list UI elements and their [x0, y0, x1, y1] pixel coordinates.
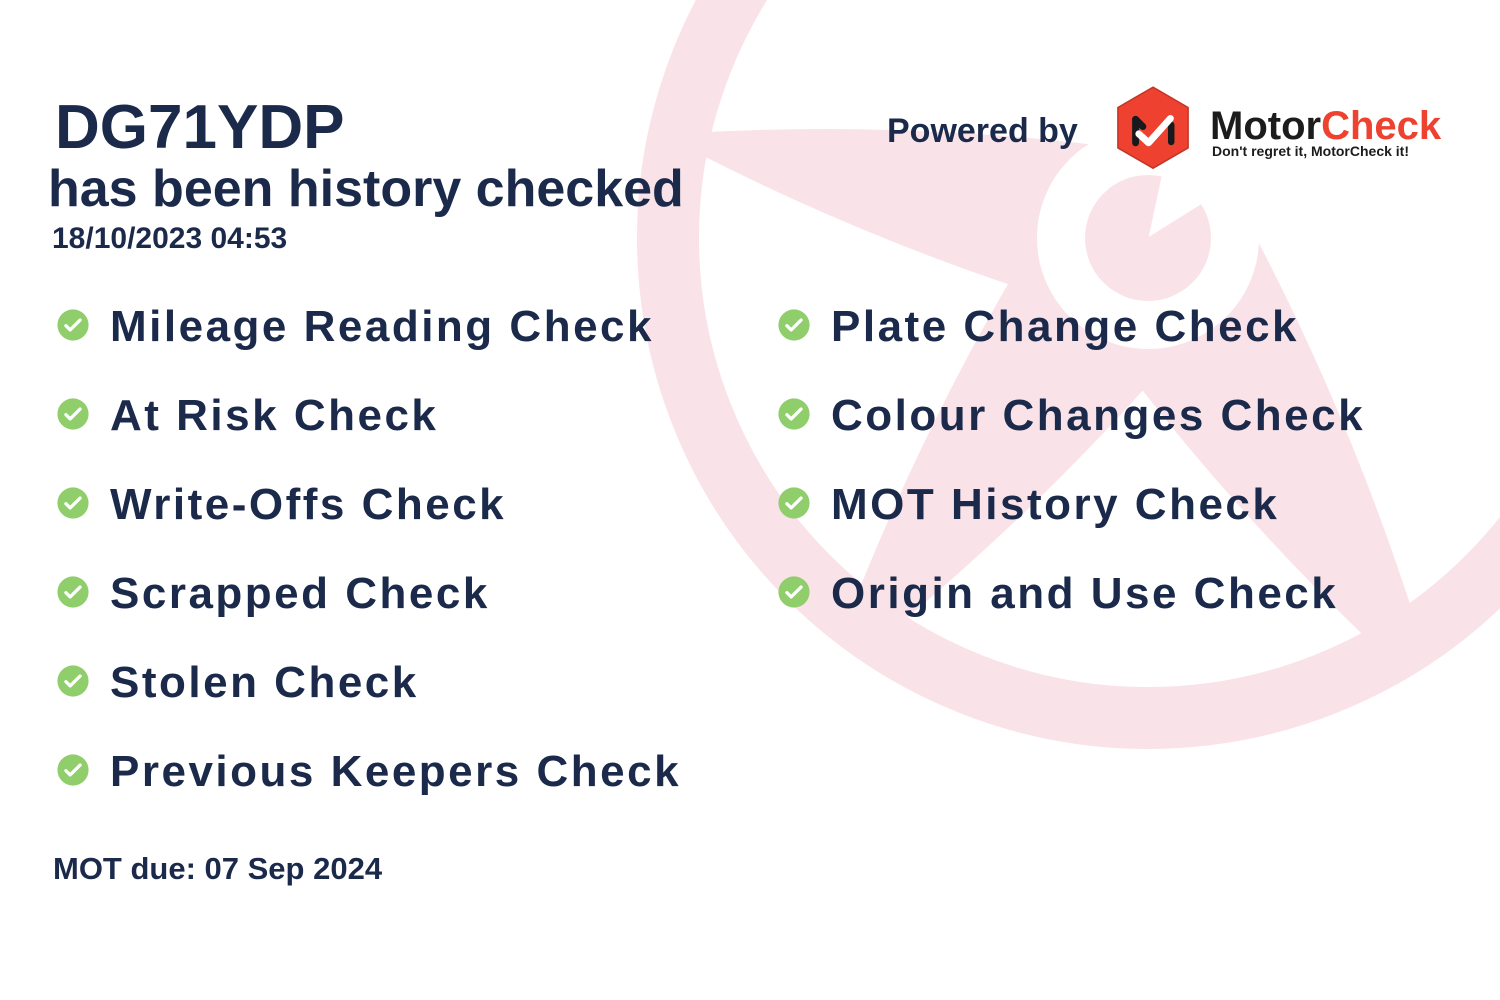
svg-text:Don't regret it, MotorCheck it: Don't regret it, MotorCheck it!	[1212, 143, 1409, 159]
svg-text:MotorCheck: MotorCheck	[1210, 104, 1442, 148]
